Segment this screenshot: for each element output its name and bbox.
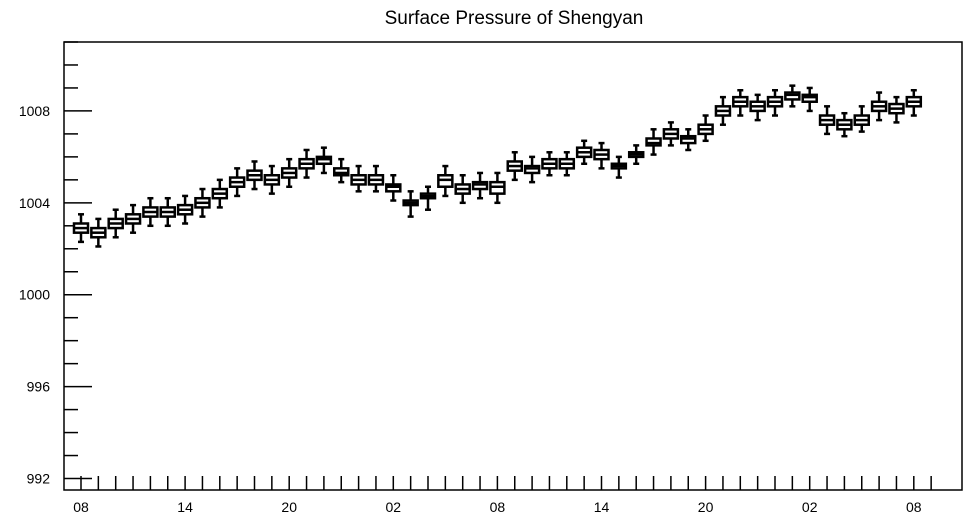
box-item bbox=[766, 88, 784, 117]
box-item bbox=[489, 171, 506, 205]
box-item bbox=[575, 139, 593, 166]
chart-title: Surface Pressure of Shengyan bbox=[385, 8, 644, 29]
box-item bbox=[645, 128, 662, 156]
box-item bbox=[350, 164, 367, 193]
x-tick-label: 14 bbox=[177, 499, 193, 515]
box-item bbox=[454, 174, 471, 205]
x-tick-label: 14 bbox=[594, 499, 610, 515]
y-tick-label: 992 bbox=[27, 471, 51, 487]
y-tick-label: 1008 bbox=[19, 103, 50, 119]
box-item bbox=[523, 155, 541, 184]
box-item bbox=[246, 160, 263, 191]
box-item bbox=[662, 121, 680, 147]
plot-frame bbox=[63, 41, 963, 491]
x-tick-label: 08 bbox=[490, 499, 506, 515]
box-item bbox=[697, 114, 714, 143]
box-item bbox=[818, 105, 836, 136]
x-tick-label: 08 bbox=[906, 499, 922, 515]
x-axis: 08 14 20 02 08 14 20 02 08 bbox=[73, 476, 932, 515]
box-item bbox=[437, 164, 454, 198]
box-item bbox=[836, 111, 853, 138]
box-item bbox=[749, 93, 766, 122]
y-axis: 992 996 1000 1004 1008 bbox=[19, 41, 92, 487]
box-item bbox=[541, 151, 558, 177]
box-item bbox=[211, 178, 229, 209]
box-item bbox=[228, 167, 246, 198]
box-item bbox=[610, 155, 628, 179]
box-item bbox=[107, 208, 124, 239]
box-item bbox=[870, 91, 888, 122]
box-item bbox=[784, 84, 801, 108]
box-item bbox=[905, 88, 923, 117]
box-item bbox=[732, 88, 749, 117]
y-tick-label: 996 bbox=[27, 379, 51, 395]
box-item bbox=[159, 196, 176, 228]
box-item bbox=[627, 144, 645, 166]
box-item bbox=[853, 105, 870, 133]
box-item bbox=[315, 146, 333, 175]
box-item bbox=[176, 194, 194, 225]
box-item bbox=[72, 213, 90, 244]
box-item bbox=[124, 203, 142, 234]
box-item bbox=[142, 196, 159, 228]
y-tick-label: 1000 bbox=[19, 287, 50, 303]
box-item bbox=[419, 185, 437, 211]
box-item bbox=[367, 164, 385, 193]
box-item bbox=[333, 157, 350, 184]
box-item bbox=[888, 95, 905, 124]
box-item bbox=[471, 171, 489, 200]
box-item bbox=[558, 151, 576, 177]
box-item bbox=[680, 128, 697, 152]
x-tick-label: 20 bbox=[281, 499, 297, 515]
box-item bbox=[714, 95, 732, 126]
x-tick-label: 02 bbox=[802, 499, 818, 515]
box-item bbox=[298, 148, 315, 179]
box-item bbox=[385, 174, 402, 202]
x-tick-label: 20 bbox=[698, 499, 714, 515]
box-item bbox=[506, 151, 523, 182]
box-item bbox=[90, 217, 107, 248]
box-item bbox=[280, 157, 298, 188]
box-item bbox=[593, 141, 610, 170]
y-tick-label: 1004 bbox=[19, 195, 50, 211]
box-item bbox=[402, 190, 419, 218]
box-item bbox=[801, 86, 818, 113]
x-tick-label: 08 bbox=[73, 499, 89, 515]
box-series bbox=[72, 84, 923, 248]
box-item bbox=[194, 187, 211, 218]
x-tick-label: 02 bbox=[386, 499, 402, 515]
box-item bbox=[263, 164, 281, 195]
